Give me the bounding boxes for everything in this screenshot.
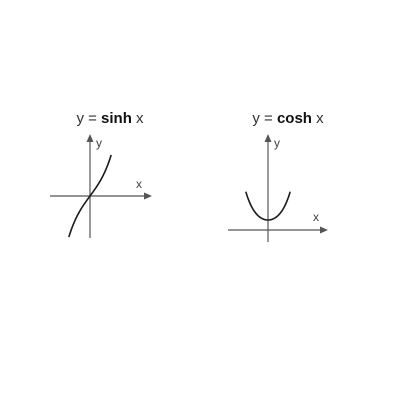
sinh-y-axis-label: y [96,136,102,150]
cosh-x-axis-arrow [320,226,328,234]
cosh-chart: y = cosh x x y [228,110,328,242]
sinh-title-function: sinh [101,110,132,127]
cosh-curve [245,191,291,221]
sinh-chart: y = sinh x x y [50,110,152,238]
cosh-title-function: cosh [277,110,312,127]
cosh-y-axis-arrow [264,134,272,142]
sinh-title-suffix: x [132,110,144,127]
cosh-x-axis-label: x [313,210,319,224]
cosh-y-axis-label: y [274,136,280,150]
sinh-curve [68,154,112,238]
cosh-title-suffix: x [312,110,324,127]
sinh-title-prefix: y = [76,110,101,127]
sinh-y-axis-arrow [86,134,94,142]
sinh-x-axis-label: x [136,177,142,191]
sinh-x-axis-arrow [144,192,152,200]
cosh-chart-title: y = cosh x [252,110,324,127]
sinh-chart-title: y = sinh x [76,110,144,127]
cosh-title-prefix: y = [252,110,277,127]
